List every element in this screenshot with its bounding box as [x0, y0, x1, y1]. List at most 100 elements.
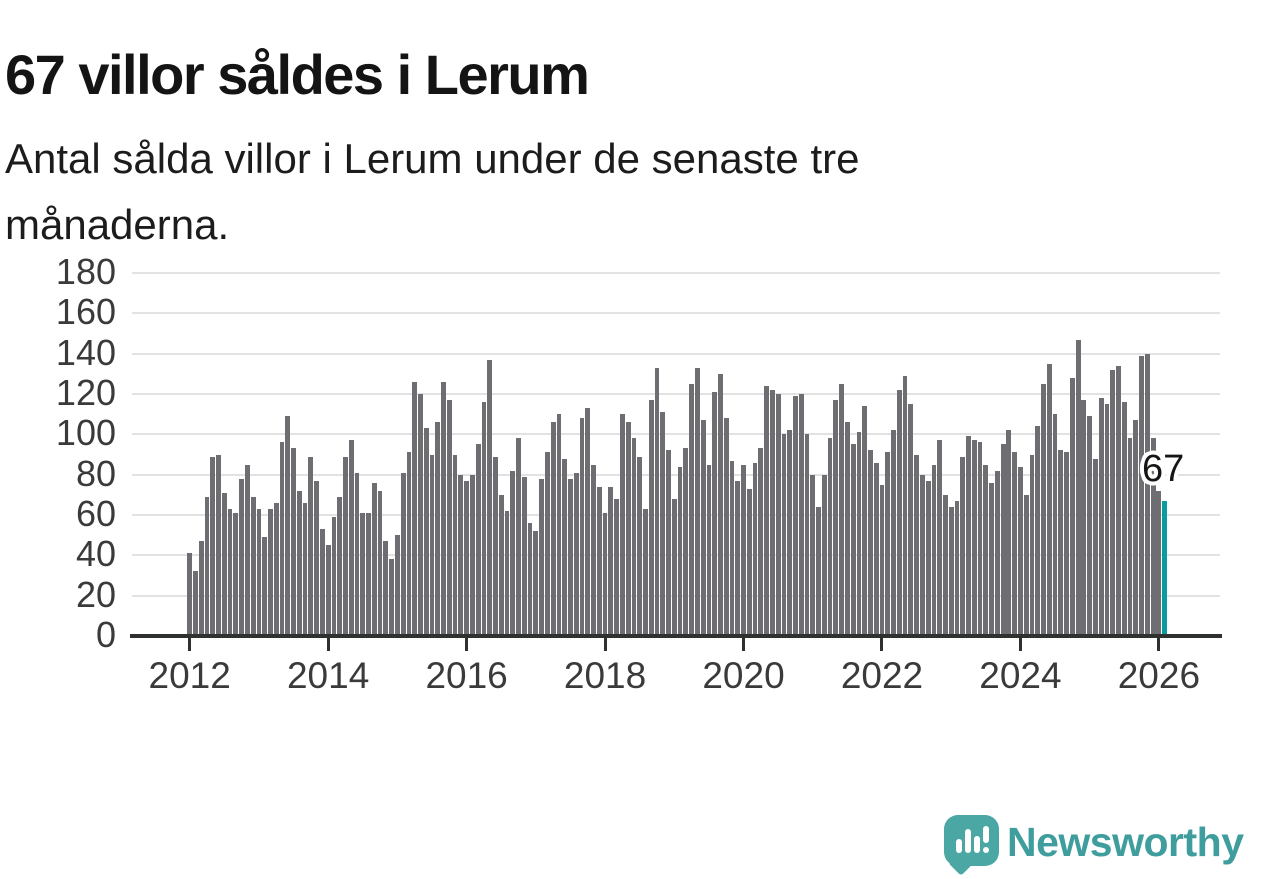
- bar: [619, 414, 625, 636]
- bar: [493, 456, 498, 636]
- bar: [204, 496, 210, 636]
- bar: [1127, 438, 1133, 636]
- bar: [187, 553, 193, 636]
- x-axis-tick: [603, 638, 607, 651]
- bar: [1023, 494, 1029, 636]
- gridline: [132, 433, 1220, 436]
- bar: [994, 470, 1000, 636]
- logo-chart-bar-icon: [974, 836, 980, 853]
- bar: [671, 498, 677, 636]
- gridline: [132, 272, 1220, 274]
- highlight-value-label: 67: [1142, 448, 1185, 490]
- bar: [210, 456, 216, 636]
- bar: [643, 508, 648, 636]
- bar: [1075, 339, 1081, 636]
- chart-subtitle: Antal sålda villor i Lerum under de sena…: [5, 126, 859, 258]
- x-axis-tick: [326, 638, 330, 651]
- bar: [325, 545, 331, 636]
- bar: [810, 474, 816, 636]
- bar: [844, 422, 850, 636]
- bar: [694, 367, 700, 636]
- logo-exclamation-icon: [983, 826, 989, 843]
- bar: [510, 470, 516, 636]
- y-axis-label: 180: [55, 251, 116, 293]
- bar: [971, 440, 977, 636]
- bar: [833, 400, 839, 636]
- bar: [1087, 416, 1093, 636]
- bar: [1052, 414, 1058, 636]
- gridline: [132, 393, 1220, 395]
- bar: [216, 454, 221, 636]
- bar: [1110, 369, 1116, 636]
- bar: [1121, 402, 1127, 636]
- bar: [908, 404, 914, 636]
- bar: [689, 383, 694, 636]
- bar: [343, 456, 348, 636]
- x-axis-label: 2020: [702, 655, 785, 696]
- bar: [596, 486, 602, 636]
- bar: [250, 496, 256, 636]
- bar: [487, 359, 493, 636]
- bar: [879, 484, 885, 636]
- bar: [700, 420, 706, 636]
- bar: [960, 456, 966, 636]
- bar: [839, 383, 844, 636]
- x-axis-label: 2022: [840, 655, 924, 696]
- bar: [746, 488, 752, 636]
- bar: [1069, 377, 1075, 636]
- bar: [1150, 438, 1156, 636]
- y-axis-label: 100: [55, 412, 116, 454]
- bar: [262, 537, 268, 636]
- bar: [821, 474, 827, 636]
- y-axis-label: 120: [55, 372, 116, 414]
- bar: [1000, 444, 1006, 636]
- bar: [418, 394, 423, 636]
- gridline: [132, 352, 1220, 355]
- y-axis-label: 80: [75, 452, 116, 494]
- bar: [977, 442, 983, 636]
- bar: [793, 396, 798, 636]
- bar: [654, 367, 660, 636]
- x-axis-tick: [742, 638, 746, 651]
- bar: [741, 464, 746, 636]
- bar: [1133, 420, 1139, 636]
- bar: [769, 389, 775, 636]
- bar: [469, 474, 475, 636]
- bar: [648, 400, 654, 636]
- x-axis-label: 2012: [148, 655, 231, 696]
- bar: [475, 444, 481, 636]
- bar: [625, 422, 631, 636]
- bar: [752, 462, 758, 636]
- x-axis-label: 2014: [286, 655, 370, 696]
- x-axis-label: 2026: [1117, 655, 1201, 696]
- bar: [556, 414, 562, 636]
- logo-chart-bar-icon: [956, 839, 962, 853]
- bar: [1098, 398, 1104, 636]
- bar: [948, 506, 954, 636]
- bar: [914, 454, 919, 636]
- bar: [585, 408, 591, 636]
- bar: [239, 478, 245, 636]
- bar: [360, 512, 366, 636]
- x-axis-tick: [1157, 638, 1161, 651]
- bar: [406, 452, 412, 636]
- bar: [1139, 355, 1144, 636]
- bar: [896, 389, 902, 636]
- bar: [256, 508, 262, 636]
- bar: [377, 490, 383, 636]
- bar: [308, 456, 314, 636]
- bar: [666, 450, 671, 636]
- bar: [919, 474, 925, 636]
- bar: [735, 480, 741, 636]
- bar: [562, 458, 568, 636]
- bar: [1035, 426, 1041, 636]
- bar: [816, 506, 821, 636]
- bar: [1104, 404, 1110, 636]
- bar: [394, 535, 400, 636]
- bar: [966, 436, 971, 636]
- bar: [314, 480, 319, 636]
- bar: [712, 391, 718, 636]
- bar: [400, 472, 406, 636]
- newsworthy-wordmark: Newsworthy: [1007, 819, 1244, 865]
